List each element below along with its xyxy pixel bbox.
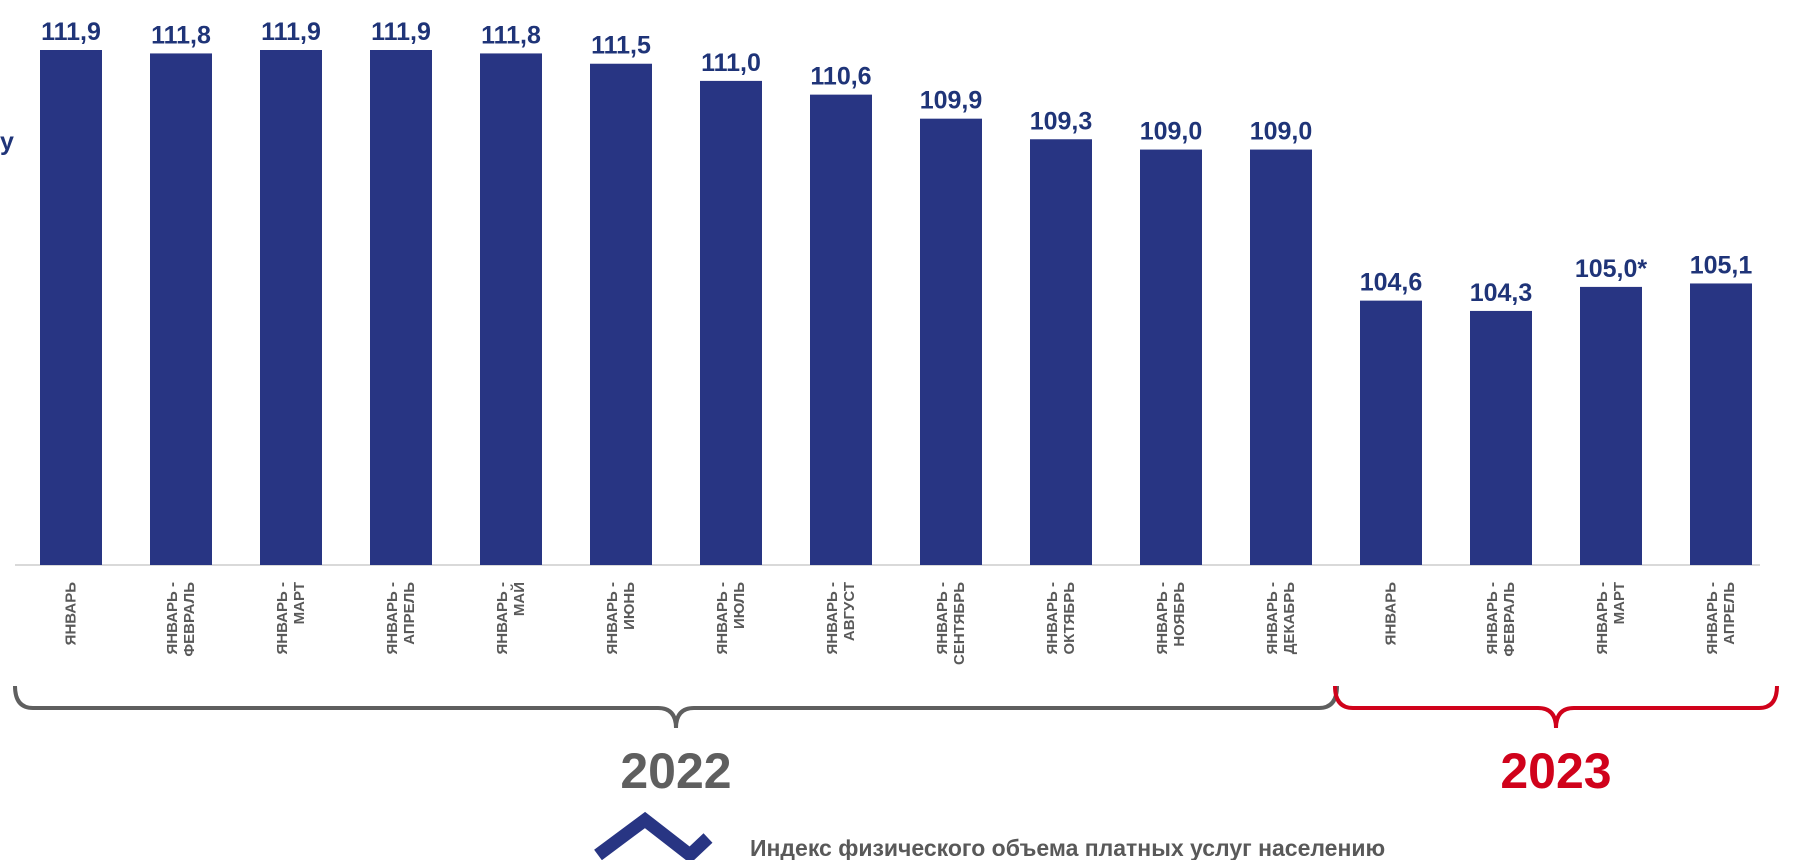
x-tick-label-line: ЯНВАРЬ - (164, 582, 181, 654)
data-label: 110,6 (810, 63, 871, 91)
x-tick-label-line: ЯНВАРЬ - (1044, 582, 1061, 654)
bar (1360, 300, 1422, 565)
x-tick-label: ЯНВАРЬ - ФЕВРАЛЬ (164, 582, 198, 657)
x-tick-label-line: МАРТ (291, 582, 308, 624)
bar (1580, 286, 1642, 565)
data-label: 109,0 (1140, 118, 1203, 146)
cutoff-text: у (0, 128, 14, 156)
x-tick-label: ЯНВАРЬ - АПРЕЛЬ (1704, 582, 1738, 655)
x-tick-label: ЯНВАРЬ - МАРТ (274, 582, 308, 654)
bar (260, 50, 322, 565)
bar (1690, 283, 1752, 565)
data-label: 111,8 (151, 21, 211, 49)
bar (1470, 310, 1532, 565)
data-label: 109,0 (1250, 118, 1313, 146)
x-tick-label: ЯНВАРЬ - НОЯБРЬ (1154, 582, 1188, 655)
bar (810, 94, 872, 565)
x-tick-label-line: ИЮЛЬ (731, 582, 748, 629)
x-tick-label-line: ЯНВАРЬ - (1594, 582, 1611, 654)
x-tick-label-line: ЯНВАРЬ - (1704, 582, 1721, 654)
x-tick-label-line: АПРЕЛЬ (401, 582, 418, 645)
x-tick-label-line: АПРЕЛЬ (1721, 582, 1738, 645)
data-label: 111,9 (261, 18, 321, 46)
data-label: 111,5 (591, 32, 651, 60)
x-tick-label-line: ЯНВАРЬ (63, 582, 80, 646)
bar (700, 80, 762, 566)
data-label: 111,9 (41, 18, 101, 46)
x-tick-label-line: ЯНВАРЬ - (1484, 582, 1501, 654)
bar (480, 53, 542, 565)
data-label: 104,3 (1470, 279, 1533, 307)
x-tick-label-line: СЕНТЯБРЬ (951, 582, 968, 665)
x-tick-label: ЯНВАРЬ - МАРТ (1594, 582, 1628, 654)
year-brace (13, 685, 1339, 729)
year-brace (1333, 685, 1779, 729)
x-tick-label: ЯНВАРЬ (63, 582, 80, 646)
x-tick-label: ЯНВАРЬ - ИЮЛЬ (714, 582, 748, 655)
category-labels-layer: ЯНВАРЬ ЯНВАРЬ - ФЕВРАЛЬ ЯНВАРЬ - МАРТ ЯНВАРЬ … (63, 582, 1739, 665)
legend-line-icon (594, 811, 713, 860)
bar (590, 63, 652, 565)
data-label: 105,0* (1575, 255, 1648, 283)
x-tick-label-line: ЯНВАРЬ - (384, 582, 401, 654)
x-tick-label-line: ДЕКАБРЬ (1281, 582, 1298, 654)
x-tick-label: ЯНВАРЬ - ОКТЯБРЬ (1044, 582, 1078, 655)
legend: Индекс физического объема платных услуг … (594, 811, 1385, 860)
x-tick-label-line: НОЯБРЬ (1171, 582, 1188, 647)
x-tick-label-line: ЯНВАРЬ - (934, 582, 951, 654)
x-tick-label-line: ОКТЯБРЬ (1061, 582, 1078, 655)
bar (920, 118, 982, 566)
bar (1250, 149, 1312, 566)
data-label: 105,1 (1690, 251, 1753, 279)
data-label: 104,6 (1360, 269, 1423, 297)
bar (1140, 149, 1202, 566)
data-label: 111,9 (371, 18, 431, 46)
value-labels-layer: 111,9 111,8 111,9 111,9 111,8 111,5 111,0 110,6… (41, 18, 1752, 307)
x-tick-label-line: ЯНВАРЬ - (824, 582, 841, 654)
bar (150, 53, 212, 565)
x-tick-label: ЯНВАРЬ - СЕНТЯБРЬ (934, 582, 968, 665)
x-tick-label: ЯНВАРЬ - АПРЕЛЬ (384, 582, 418, 655)
data-label: 109,9 (920, 87, 983, 115)
x-tick-label-line: ФЕВРАЛЬ (1501, 582, 1518, 657)
x-tick-label-line: ИЮНЬ (621, 582, 638, 630)
x-tick-label-line: ЯНВАРЬ - (274, 582, 291, 654)
legend-label: Индекс физического объема платных услуг … (750, 835, 1385, 860)
x-tick-label-line: АВГУСТ (841, 582, 858, 641)
year-label: 2022 (620, 743, 731, 799)
data-label: 111,8 (481, 21, 541, 49)
x-tick-label-line: ЯНВАРЬ (1383, 582, 1400, 646)
data-label: 109,3 (1030, 107, 1093, 135)
bars-layer (40, 50, 1752, 566)
x-tick-label-line: МАЙ (510, 582, 528, 616)
x-tick-label: ЯНВАРЬ - АВГУСТ (824, 582, 858, 654)
x-tick-label: ЯНВАРЬ - МАЙ (494, 582, 528, 654)
x-tick-label-line: ЯНВАРЬ - (604, 582, 621, 654)
x-tick-label: ЯНВАРЬ - ИЮНЬ (604, 582, 638, 655)
year-label: 2023 (1500, 743, 1611, 799)
x-tick-label-line: ЯНВАРЬ - (714, 582, 731, 654)
x-tick-label: ЯНВАРЬ (1383, 582, 1400, 646)
bar (1030, 139, 1092, 565)
x-tick-label-line: ЯНВАРЬ - (1264, 582, 1281, 654)
x-tick-label-line: ЯНВАРЬ - (1154, 582, 1171, 654)
x-tick-label-line: ЯНВАРЬ - (494, 582, 511, 654)
x-tick-label-line: МАРТ (1611, 582, 1628, 624)
bar (40, 50, 102, 565)
year-groups-layer: 2022 2023 (13, 685, 1779, 799)
data-label: 111,0 (701, 49, 761, 77)
x-tick-label: ЯНВАРЬ - ФЕВРАЛЬ (1484, 582, 1518, 657)
bar (370, 50, 432, 565)
x-tick-label: ЯНВАРЬ - ДЕКАБРЬ (1264, 582, 1298, 655)
x-tick-label-line: ФЕВРАЛЬ (181, 582, 198, 657)
